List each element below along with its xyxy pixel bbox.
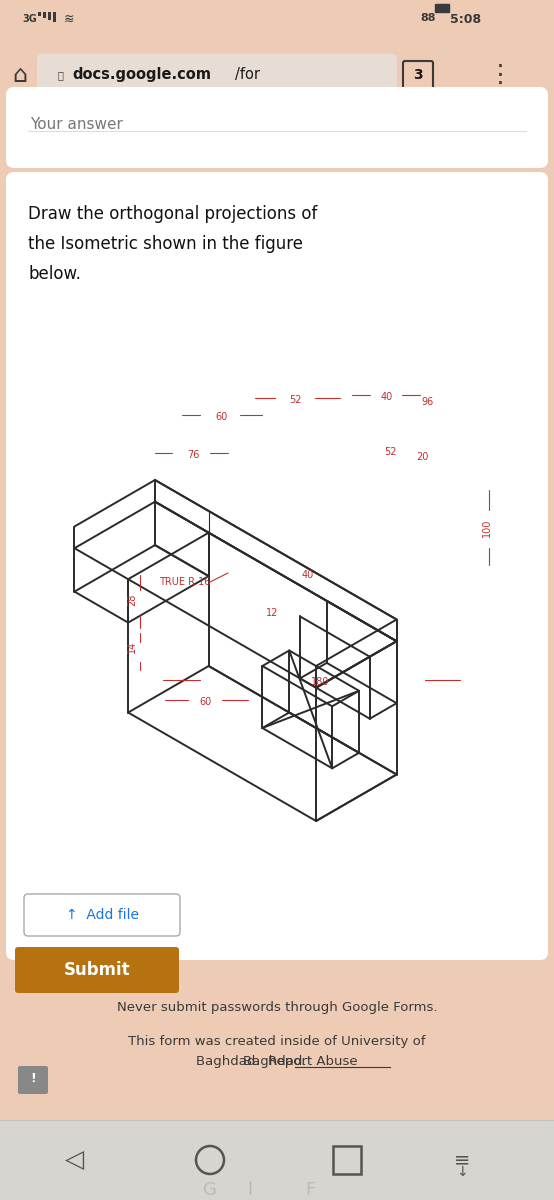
Text: l: l [248,1181,253,1199]
Text: below.: below. [28,265,81,283]
Text: 🔒: 🔒 [58,70,64,80]
Text: 60: 60 [216,412,228,422]
Text: 40: 40 [381,392,393,402]
Bar [48,12,51,20]
Text: /for: /for [235,67,260,83]
Text: 76: 76 [187,450,199,460]
Bar [333,1146,361,1174]
Text: ≋: ≋ [64,13,74,26]
FancyBboxPatch shape [6,172,548,960]
Text: 3: 3 [413,68,423,82]
FancyBboxPatch shape [435,4,449,12]
Text: Baghdad.  Report Abuse: Baghdad. Report Abuse [196,1056,358,1068]
Text: 20: 20 [416,452,428,462]
Text: 14: 14 [127,641,137,653]
Text: This form was created inside of University of: This form was created inside of Universi… [128,1036,426,1049]
Text: 60: 60 [199,697,211,707]
Text: !: ! [30,1072,36,1085]
Text: 5:08: 5:08 [450,13,481,26]
Bar [43,12,46,18]
Text: ◁: ◁ [65,1148,85,1172]
Text: ↓: ↓ [456,1165,468,1178]
Text: 180: 180 [311,677,329,686]
Text: Your answer: Your answer [30,116,123,132]
FancyBboxPatch shape [6,86,548,168]
Text: Draw the orthogonal projections of: Draw the orthogonal projections of [28,205,317,223]
Bar [53,12,56,22]
Text: ≡: ≡ [454,1151,470,1170]
Text: ⋮: ⋮ [488,62,512,86]
Bar [38,12,41,16]
FancyBboxPatch shape [18,1066,48,1094]
Text: 52: 52 [289,395,301,404]
Text: G: G [203,1181,217,1199]
Text: ↑  Add file: ↑ Add file [65,908,138,922]
Text: 3G: 3G [22,14,37,24]
Text: 52: 52 [384,446,396,457]
Text: Baghdad.: Baghdad. [243,1056,311,1068]
Text: 12: 12 [266,608,278,618]
Text: 40: 40 [302,570,314,580]
FancyBboxPatch shape [37,54,397,96]
Text: Submit: Submit [64,961,130,979]
Text: ⌂: ⌂ [13,62,28,86]
Text: TRUE R 16: TRUE R 16 [160,577,211,587]
Text: 100: 100 [482,518,492,538]
Text: 28: 28 [127,594,137,606]
Text: F: F [305,1181,315,1199]
Text: 96: 96 [422,397,434,407]
FancyBboxPatch shape [24,894,180,936]
Text: 88: 88 [420,13,435,23]
Bar [0,1120,554,1200]
Text: docs.google.com: docs.google.com [72,67,211,83]
FancyBboxPatch shape [15,947,179,994]
Text: the Isometric shown in the figure: the Isometric shown in the figure [28,235,303,253]
Text: Never submit passwords through Google Forms.: Never submit passwords through Google Fo… [117,1002,437,1014]
